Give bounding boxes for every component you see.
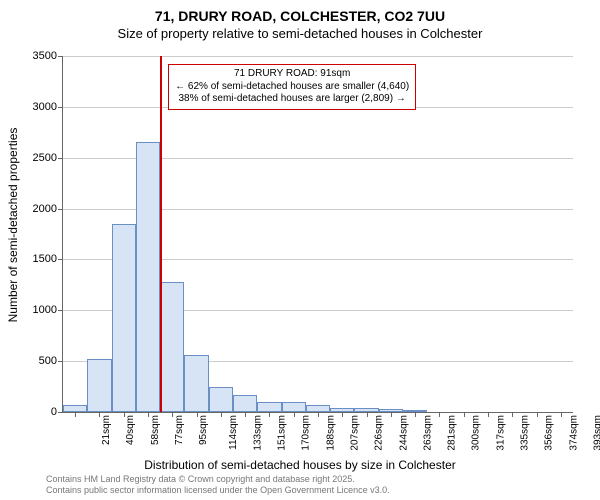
ytick-mark bbox=[58, 158, 63, 159]
ytick-mark bbox=[58, 412, 63, 413]
xtick-label: 114sqm bbox=[227, 415, 238, 450]
ytick-mark bbox=[58, 310, 63, 311]
footer-line-1: Contains HM Land Registry data © Crown c… bbox=[46, 474, 390, 485]
chart-title: 71, DRURY ROAD, COLCHESTER, CO2 7UU bbox=[0, 0, 600, 24]
xtick-mark bbox=[391, 412, 392, 417]
xtick-mark bbox=[439, 412, 440, 417]
xtick-mark bbox=[221, 412, 222, 417]
ytick-label: 1500 bbox=[17, 253, 57, 265]
histogram-bar bbox=[257, 402, 281, 412]
xtick-label: 40sqm bbox=[125, 415, 136, 445]
xtick-label: 263sqm bbox=[422, 415, 433, 451]
xtick-label: 393sqm bbox=[592, 415, 600, 451]
xtick-label: 300sqm bbox=[471, 415, 482, 451]
ytick-label: 500 bbox=[17, 355, 57, 367]
xtick-label: 374sqm bbox=[568, 415, 579, 451]
histogram-bar bbox=[160, 282, 184, 412]
annotation-line-2: ← 62% of semi-detached houses are smalle… bbox=[175, 81, 409, 94]
xtick-mark bbox=[245, 412, 246, 417]
histogram-bar bbox=[306, 405, 330, 412]
xtick-mark bbox=[464, 412, 465, 417]
ytick-label: 1000 bbox=[17, 304, 57, 316]
chart-subtitle: Size of property relative to semi-detach… bbox=[0, 24, 600, 41]
xtick-label: 170sqm bbox=[301, 415, 312, 451]
marker-line bbox=[160, 56, 162, 412]
gridline bbox=[63, 56, 573, 57]
xtick-label: 207sqm bbox=[350, 415, 361, 451]
histogram-bar bbox=[87, 359, 111, 412]
xtick-label: 356sqm bbox=[544, 415, 555, 451]
ytick-label: 2500 bbox=[17, 152, 57, 164]
xtick-label: 151sqm bbox=[277, 415, 288, 451]
ytick-mark bbox=[58, 56, 63, 57]
annotation-box: 71 DRURY ROAD: 91sqm← 62% of semi-detach… bbox=[168, 64, 416, 110]
xtick-mark bbox=[415, 412, 416, 417]
histogram-bar bbox=[209, 387, 233, 412]
annotation-line-1: 71 DRURY ROAD: 91sqm bbox=[175, 68, 409, 81]
plot-area: 71 DRURY ROAD: 91sqm← 62% of semi-detach… bbox=[62, 56, 573, 413]
ytick-label: 2000 bbox=[17, 203, 57, 215]
histogram-bar bbox=[63, 405, 87, 412]
annotation-line-3: 38% of semi-detached houses are larger (… bbox=[175, 93, 409, 106]
histogram-bar bbox=[112, 224, 136, 412]
xtick-label: 244sqm bbox=[398, 415, 409, 451]
ytick-mark bbox=[58, 259, 63, 260]
xtick-mark bbox=[367, 412, 368, 417]
xtick-mark bbox=[512, 412, 513, 417]
xtick-mark bbox=[294, 412, 295, 417]
xtick-label: 77sqm bbox=[174, 415, 185, 445]
xtick-mark bbox=[148, 412, 149, 417]
xtick-label: 317sqm bbox=[495, 415, 506, 451]
ytick-label: 0 bbox=[17, 406, 57, 418]
xtick-label: 95sqm bbox=[198, 415, 209, 445]
xtick-mark bbox=[488, 412, 489, 417]
ytick-label: 3500 bbox=[17, 50, 57, 62]
x-axis-label: Distribution of semi-detached houses by … bbox=[0, 458, 600, 472]
histogram-bar bbox=[184, 355, 208, 412]
xtick-mark bbox=[269, 412, 270, 417]
xtick-mark bbox=[318, 412, 319, 417]
histogram-bar bbox=[233, 395, 257, 412]
ytick-mark bbox=[58, 107, 63, 108]
xtick-label: 21sqm bbox=[101, 415, 112, 445]
footer-attribution: Contains HM Land Registry data © Crown c… bbox=[46, 474, 390, 496]
ytick-label: 3000 bbox=[17, 101, 57, 113]
xtick-label: 133sqm bbox=[252, 415, 263, 451]
xtick-label: 58sqm bbox=[150, 415, 161, 445]
histogram-bar bbox=[282, 402, 306, 412]
ytick-mark bbox=[58, 209, 63, 210]
xtick-label: 281sqm bbox=[447, 415, 458, 451]
xtick-mark bbox=[75, 412, 76, 417]
xtick-mark bbox=[342, 412, 343, 417]
xtick-label: 335sqm bbox=[520, 415, 531, 451]
xtick-mark bbox=[561, 412, 562, 417]
xtick-label: 226sqm bbox=[374, 415, 385, 451]
ytick-mark bbox=[58, 361, 63, 362]
xtick-label: 188sqm bbox=[325, 415, 336, 451]
histogram-bar bbox=[136, 142, 160, 412]
footer-line-2: Contains public sector information licen… bbox=[46, 485, 390, 496]
xtick-mark bbox=[537, 412, 538, 417]
